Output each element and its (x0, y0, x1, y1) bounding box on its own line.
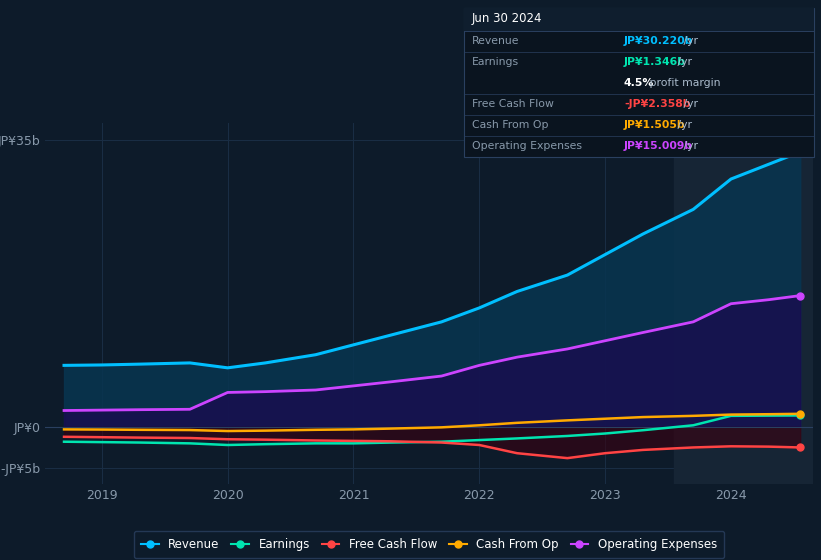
Text: JP¥30.220b: JP¥30.220b (624, 36, 694, 46)
Text: Free Cash Flow: Free Cash Flow (472, 99, 554, 109)
Text: /yr: /yr (674, 120, 692, 130)
Text: -JP¥2.358b: -JP¥2.358b (624, 99, 690, 109)
Text: Revenue: Revenue (472, 36, 520, 46)
Text: JP¥15.009b: JP¥15.009b (624, 141, 693, 151)
Text: Jun 30 2024: Jun 30 2024 (472, 12, 543, 25)
Legend: Revenue, Earnings, Free Cash Flow, Cash From Op, Operating Expenses: Revenue, Earnings, Free Cash Flow, Cash … (134, 531, 724, 558)
Text: profit margin: profit margin (646, 78, 721, 88)
Text: Cash From Op: Cash From Op (472, 120, 548, 130)
Text: 4.5%: 4.5% (624, 78, 654, 88)
Text: Operating Expenses: Operating Expenses (472, 141, 582, 151)
Text: JP¥1.346b: JP¥1.346b (624, 57, 686, 67)
Text: /yr: /yr (680, 36, 698, 46)
Text: /yr: /yr (680, 99, 698, 109)
Text: Earnings: Earnings (472, 57, 519, 67)
Bar (674, 123, 813, 484)
Text: /yr: /yr (680, 141, 698, 151)
Text: JP¥1.505b: JP¥1.505b (624, 120, 686, 130)
Text: /yr: /yr (674, 57, 692, 67)
